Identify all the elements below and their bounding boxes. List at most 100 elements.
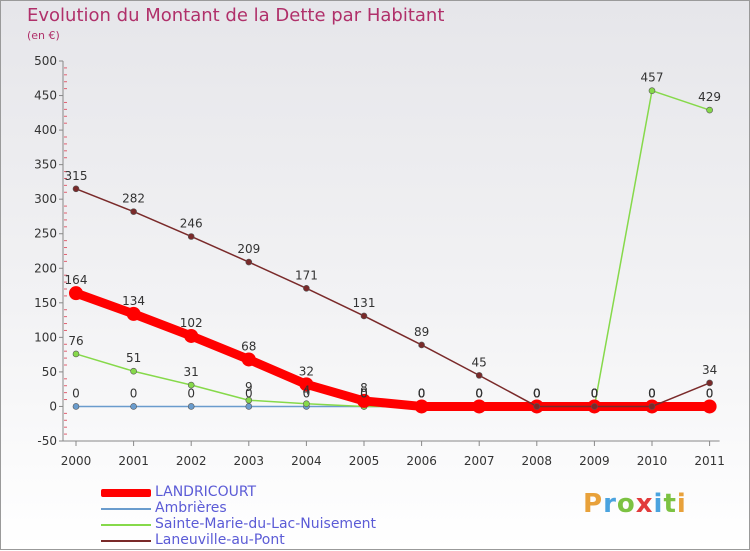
data-label: 0 xyxy=(418,386,426,400)
x-tick-label: 2005 xyxy=(349,454,380,468)
logo-letter: t xyxy=(663,489,677,519)
data-point xyxy=(130,208,137,215)
data-label: 0 xyxy=(533,386,541,400)
y-tick-label: 450 xyxy=(34,89,57,103)
data-point xyxy=(702,399,717,414)
legend-swatch-laneuville xyxy=(101,540,151,542)
data-point xyxy=(706,379,713,387)
data-label: 34 xyxy=(702,363,717,377)
data-point xyxy=(591,403,598,410)
y-tick-label: 250 xyxy=(34,227,57,241)
series-line-3 xyxy=(75,188,711,408)
data-label: 0 xyxy=(648,386,656,400)
data-label: 134 xyxy=(122,294,145,308)
data-label: 8 xyxy=(360,381,368,395)
data-label: 315 xyxy=(65,169,88,183)
data-point xyxy=(648,87,656,95)
data-point xyxy=(241,352,256,367)
y-tick-label: 500 xyxy=(34,54,57,68)
x-tick-label: 2010 xyxy=(637,454,668,468)
chart-title: Evolution du Montant de la Dette par Hab… xyxy=(27,5,445,26)
data-label: 209 xyxy=(237,242,260,256)
legend-swatch-sainte-marie xyxy=(101,524,151,526)
data-point xyxy=(357,393,371,408)
chart-subtitle: (en €) xyxy=(27,29,60,42)
data-label: 0 xyxy=(475,386,483,400)
data-label: 68 xyxy=(241,339,256,353)
data-point xyxy=(245,403,253,410)
y-tick-label: 300 xyxy=(34,192,57,206)
data-label: 31 xyxy=(184,365,199,379)
data-label: 0 xyxy=(591,386,599,400)
data-point xyxy=(472,399,487,414)
y-tick-label: 0 xyxy=(49,399,57,413)
data-label: 0 xyxy=(648,386,656,400)
x-tick-label: 2003 xyxy=(234,454,265,468)
data-point xyxy=(360,312,368,320)
y-tick-label: 400 xyxy=(34,123,57,137)
data-point xyxy=(303,285,310,292)
logo-letter: i xyxy=(676,489,687,519)
data-label: 164 xyxy=(65,273,88,287)
data-label: 9 xyxy=(245,380,253,394)
data-point xyxy=(414,399,429,414)
x-tick-label: 2011 xyxy=(694,454,725,468)
logo-letter: P xyxy=(583,489,604,519)
y-tick-label: 50 xyxy=(42,365,57,379)
logo-letter: i xyxy=(653,489,664,519)
legend-label: Ambrières xyxy=(155,500,227,516)
data-point xyxy=(187,233,195,240)
data-label: 131 xyxy=(353,296,376,310)
legend-label: Laneuville-au-Pont xyxy=(155,532,285,548)
data-point xyxy=(69,286,83,301)
x-tick-label: 2004 xyxy=(291,454,322,468)
data-point xyxy=(72,403,80,410)
data-point xyxy=(72,185,80,193)
data-point xyxy=(130,403,137,410)
logo-letter: o xyxy=(616,489,636,519)
y-tick-label: 100 xyxy=(34,330,57,344)
data-label: 0 xyxy=(475,386,483,400)
data-point xyxy=(245,258,253,266)
data-label: 0 xyxy=(245,386,253,400)
data-point xyxy=(130,367,137,375)
y-tick-label: 150 xyxy=(34,296,57,310)
data-label: 0 xyxy=(591,386,599,400)
data-point xyxy=(126,306,141,321)
proxiti-logo: Proxiti xyxy=(583,489,687,519)
series-line-0 xyxy=(71,288,715,411)
x-tick-label: 2009 xyxy=(579,454,610,468)
data-label: 0 xyxy=(533,386,541,400)
data-label: 0 xyxy=(591,386,599,400)
data-label: 76 xyxy=(68,334,83,348)
y-tick-label: 350 xyxy=(34,158,57,172)
data-label: 0 xyxy=(706,386,714,400)
data-label: 0 xyxy=(72,386,80,400)
data-label: 171 xyxy=(295,268,318,282)
data-label: 0 xyxy=(591,386,599,400)
data-point xyxy=(187,381,195,389)
x-tick-label: 2008 xyxy=(522,454,553,468)
logo-letter: r xyxy=(603,489,617,519)
data-label: 0 xyxy=(475,386,483,400)
x-tick-label: 2000 xyxy=(61,454,92,468)
data-label: 0 xyxy=(187,386,195,400)
y-tick-label: 200 xyxy=(34,261,57,275)
y-tick-label: -50 xyxy=(37,434,57,448)
data-label: 429 xyxy=(698,90,721,104)
data-label: 4 xyxy=(303,384,311,398)
data-label: 89 xyxy=(414,325,429,339)
logo-letter: x xyxy=(635,489,654,519)
data-label: 0 xyxy=(648,386,656,400)
data-point xyxy=(245,396,253,404)
data-point xyxy=(187,403,195,410)
x-tick-label: 2002 xyxy=(176,454,207,468)
legend-swatch-ambrieres xyxy=(101,508,151,510)
x-tick-label: 2006 xyxy=(406,454,437,468)
data-label: 0 xyxy=(360,386,368,400)
data-label: 0 xyxy=(418,386,426,400)
legend-label: LANDRICOURT xyxy=(155,484,257,500)
data-label: 0 xyxy=(303,386,311,400)
